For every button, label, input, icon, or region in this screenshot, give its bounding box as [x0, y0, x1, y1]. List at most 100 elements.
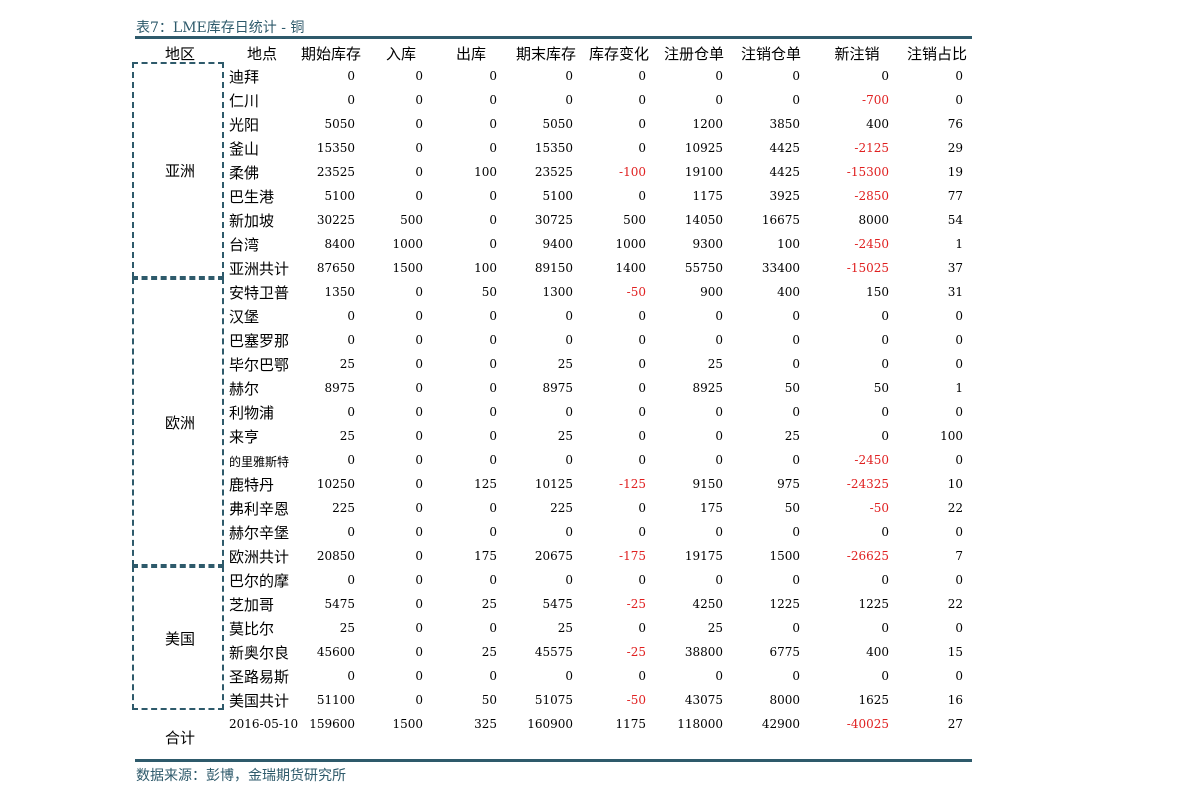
- value-cell: 25: [481, 645, 497, 659]
- header-cell: 新注销: [834, 45, 880, 63]
- table-row: 美国共计 51100 0 50 51075 -50 43075 8000 1625 16: [0, 688, 1191, 712]
- value-cell: 175: [700, 501, 723, 515]
- value-cell: 325: [474, 717, 497, 731]
- location-cell: 巴尔的摩: [229, 572, 290, 590]
- table-row: 釜山 15350 0 0 15350 0 10925 4425 -2125 29: [0, 136, 1191, 160]
- value-cell: 0: [638, 381, 646, 395]
- value-cell: 89150: [534, 261, 573, 275]
- value-cell: 6775: [769, 645, 800, 659]
- table-row: 亚洲共计 87650 1500 100 89150 1400 55750 33400 -1502…: [0, 256, 1191, 280]
- location-cell: 圣路易斯: [229, 668, 290, 686]
- value-cell: 0: [715, 69, 723, 83]
- location-cell: 2016-05-10: [229, 717, 299, 731]
- value-cell: 20675: [534, 549, 573, 563]
- value-cell: 0: [792, 453, 800, 467]
- source-note: 数据来源：彭博，金瑞期货研究所: [136, 768, 346, 784]
- value-cell: 0: [489, 357, 497, 371]
- value-cell: -2125: [854, 141, 889, 155]
- value-cell: 10125: [534, 477, 573, 491]
- value-cell: -24325: [846, 477, 889, 491]
- value-cell: 20850: [316, 549, 355, 563]
- value-cell: 1175: [692, 189, 723, 203]
- value-cell: 0: [415, 357, 423, 371]
- location-cell: 新加坡: [229, 212, 275, 230]
- table-row: 弗利辛恩 225 0 0 225 0 175 50 -50 22: [0, 496, 1191, 520]
- value-cell: 0: [792, 405, 800, 419]
- value-cell: 15: [947, 645, 963, 659]
- value-cell: 1500: [392, 261, 423, 275]
- value-cell: 1625: [858, 693, 889, 707]
- region-bracket: [132, 278, 224, 566]
- value-cell: 0: [792, 621, 800, 635]
- value-cell: 0: [565, 573, 573, 587]
- value-cell: 0: [955, 669, 963, 683]
- header-cell: 地点: [246, 45, 277, 63]
- value-cell: 9400: [542, 237, 573, 251]
- value-cell: 0: [489, 621, 497, 635]
- value-cell: -100: [619, 165, 646, 179]
- value-cell: 500: [623, 213, 646, 227]
- location-cell: 的里雅斯特: [229, 455, 290, 469]
- value-cell: 0: [489, 573, 497, 587]
- value-cell: 0: [415, 117, 423, 131]
- location-cell: 赫尔: [229, 380, 260, 398]
- value-cell: 14050: [684, 213, 723, 227]
- value-cell: 0: [638, 309, 646, 323]
- location-cell: 毕尔巴鄂: [229, 356, 290, 374]
- value-cell: 0: [638, 669, 646, 683]
- value-cell: 0: [347, 69, 355, 83]
- value-cell: 0: [715, 309, 723, 323]
- value-cell: 0: [565, 405, 573, 419]
- value-cell: 0: [489, 69, 497, 83]
- location-cell: 迪拜: [229, 68, 260, 86]
- value-cell: 0: [638, 453, 646, 467]
- value-cell: 0: [489, 117, 497, 131]
- table-row: 莫比尔 25 0 0 25 0 25 0 0 0: [0, 616, 1191, 640]
- value-cell: 0: [792, 573, 800, 587]
- value-cell: 0: [489, 189, 497, 203]
- value-cell: 0: [489, 525, 497, 539]
- value-cell: 0: [415, 621, 423, 635]
- value-cell: 38800: [684, 645, 723, 659]
- location-cell: 安特卫普: [229, 284, 290, 302]
- value-cell: -50: [869, 501, 889, 515]
- value-cell: 9300: [692, 237, 723, 251]
- value-cell: 42900: [761, 717, 800, 731]
- value-cell: 25: [707, 621, 723, 635]
- value-cell: -25: [626, 597, 646, 611]
- table-row: 台湾 8400 1000 0 9400 1000 9300 100 -2450 1: [0, 232, 1191, 256]
- value-cell: 0: [955, 573, 963, 587]
- value-cell: 0: [415, 477, 423, 491]
- value-cell: 1: [955, 381, 963, 395]
- value-cell: 0: [715, 453, 723, 467]
- table-row: 赫尔辛堡 0 0 0 0 0 0 0 0 0: [0, 520, 1191, 544]
- table-row: 利物浦 0 0 0 0 0 0 0 0 0: [0, 400, 1191, 424]
- value-cell: 0: [715, 93, 723, 107]
- value-cell: 8975: [542, 381, 573, 395]
- value-cell: 0: [415, 93, 423, 107]
- top-rule: [135, 36, 972, 39]
- value-cell: 1500: [392, 717, 423, 731]
- value-cell: 0: [638, 333, 646, 347]
- value-cell: 1000: [615, 237, 646, 251]
- value-cell: 0: [715, 405, 723, 419]
- value-cell: 0: [489, 453, 497, 467]
- value-cell: -25: [626, 645, 646, 659]
- region-label: 亚洲: [164, 162, 195, 180]
- value-cell: 0: [415, 669, 423, 683]
- value-cell: 1: [955, 237, 963, 251]
- value-cell: 7: [955, 549, 963, 563]
- value-cell: 22: [947, 501, 963, 515]
- location-cell: 仁川: [229, 92, 260, 110]
- header-cell: 注册仓单: [663, 45, 724, 63]
- value-cell: 0: [415, 405, 423, 419]
- location-cell: 莫比尔: [229, 620, 275, 638]
- value-cell: 87650: [316, 261, 355, 275]
- value-cell: 0: [347, 333, 355, 347]
- value-cell: 51100: [316, 693, 355, 707]
- value-cell: 0: [881, 669, 889, 683]
- value-cell: 30225: [316, 213, 355, 227]
- table-row: 芝加哥 5475 0 25 5475 -25 4250 1225 1225 22: [0, 592, 1191, 616]
- location-cell: 弗利辛恩: [229, 500, 290, 518]
- value-cell: 0: [955, 69, 963, 83]
